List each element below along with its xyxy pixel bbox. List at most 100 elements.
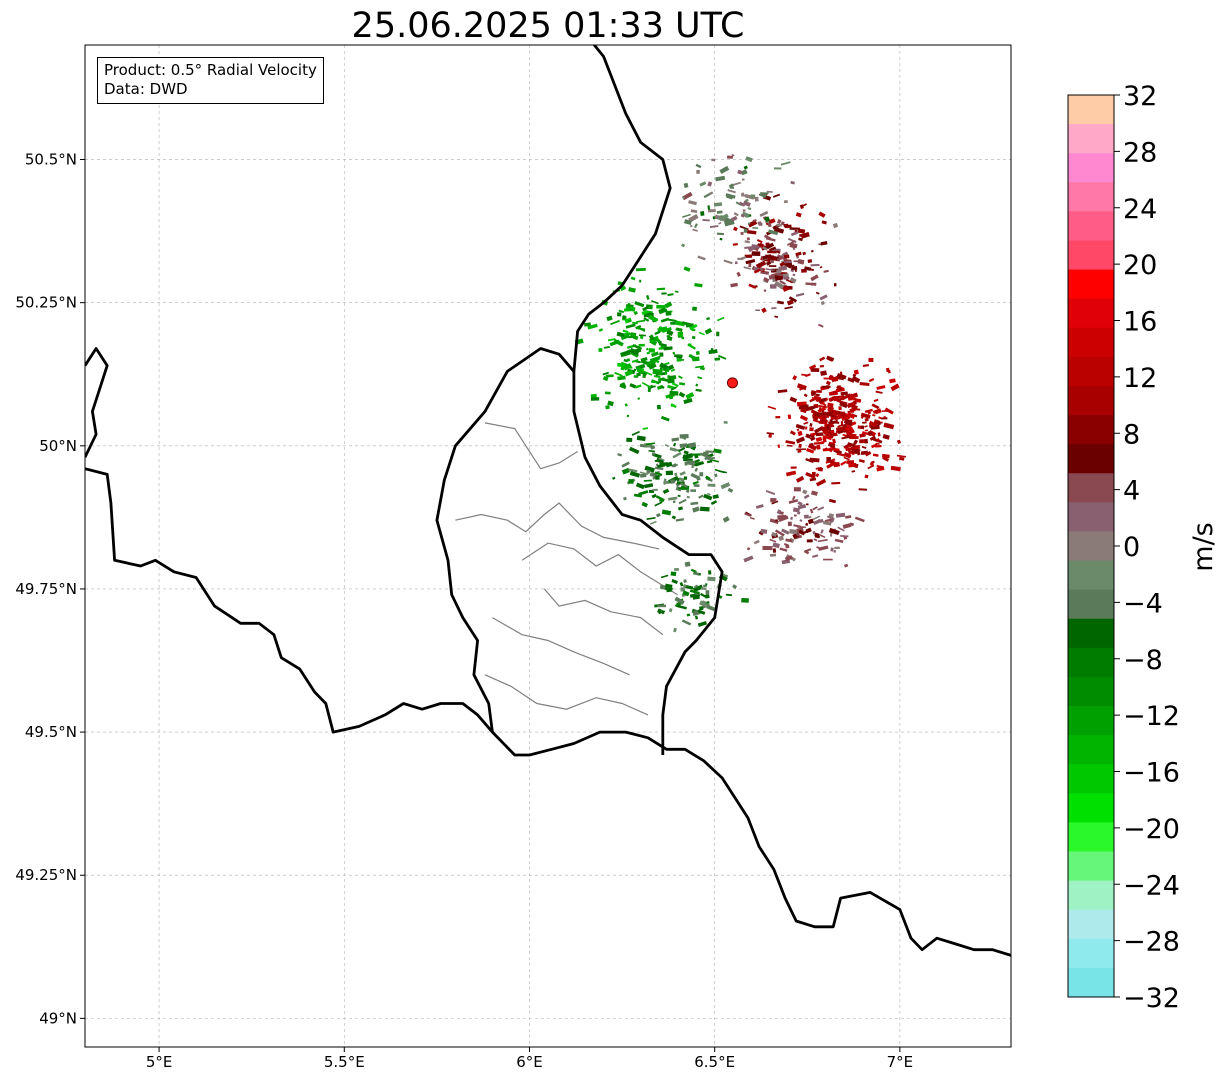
radar-echo-gate bbox=[743, 555, 754, 563]
radar-echo-gate bbox=[628, 478, 634, 484]
radar-echo-gate bbox=[816, 389, 822, 393]
radar-echo-gate bbox=[681, 619, 692, 626]
radar-echo-gate bbox=[692, 481, 699, 485]
radar-echo-gate bbox=[864, 425, 868, 428]
radar-echo-gate bbox=[805, 457, 814, 464]
radar-echo-gate bbox=[896, 454, 906, 458]
radar-echo-gate bbox=[782, 286, 790, 292]
colorbar-tick-label: −8 bbox=[1123, 645, 1163, 676]
radar-echo-gate bbox=[827, 447, 834, 453]
radar-echo-gate bbox=[620, 334, 630, 341]
radar-echo-gate bbox=[821, 426, 828, 431]
radar-echo-gate bbox=[771, 271, 782, 279]
radar-echo-gate bbox=[626, 437, 633, 443]
radar-echo-gate bbox=[807, 405, 816, 411]
radar-echo-gate bbox=[823, 558, 833, 561]
radar-echo-gate bbox=[725, 193, 736, 199]
radar-echo-gate bbox=[806, 503, 809, 506]
radar-echo-gate bbox=[829, 447, 840, 452]
radar-echo-gate bbox=[776, 223, 782, 227]
radar-echo-gate bbox=[664, 444, 669, 448]
radar-echo-gate bbox=[656, 304, 666, 309]
radar-echo-gate bbox=[896, 439, 902, 445]
radar-echo-gate bbox=[877, 432, 881, 437]
radar-echo-gate bbox=[871, 443, 878, 449]
colorbar-segment bbox=[1068, 444, 1114, 474]
y-tick-label: 49°N bbox=[39, 1009, 77, 1027]
radar-echo-gate bbox=[785, 440, 796, 445]
radar-echo-gate bbox=[641, 310, 648, 315]
radar-echo-gate bbox=[745, 259, 756, 265]
radar-echo-gate bbox=[667, 293, 674, 297]
radar-echo-gate bbox=[629, 471, 641, 478]
radar-echo-gate bbox=[617, 453, 623, 457]
radar-echo-gate bbox=[655, 475, 660, 480]
product-line: Product: 0.5° Radial Velocity bbox=[104, 61, 317, 79]
radar-echo-gate bbox=[629, 383, 637, 389]
radar-echo-gate bbox=[651, 300, 659, 305]
radar-echo-gate bbox=[819, 518, 824, 523]
radar-echo-gate bbox=[805, 433, 812, 439]
radar-echo-gate bbox=[862, 421, 867, 424]
radar-echo-gate bbox=[831, 481, 841, 485]
radar-echo-gate bbox=[602, 376, 609, 382]
radar-echo-gate bbox=[775, 416, 781, 419]
map-frame bbox=[84, 44, 1012, 1048]
radar-echo-gate bbox=[681, 243, 686, 248]
radar-echo-gate bbox=[898, 456, 905, 461]
radar-echo-gate bbox=[823, 377, 830, 380]
radar-echo-gate bbox=[639, 279, 642, 283]
radar-echo-gate bbox=[868, 378, 875, 383]
radar-echo-gate bbox=[736, 271, 741, 277]
map-title: 25.06.2025 01:33 UTC bbox=[351, 6, 745, 46]
radar-echo-gate bbox=[684, 461, 688, 466]
radar-echo-gate bbox=[598, 348, 603, 352]
radar-echo-gate bbox=[742, 209, 746, 212]
colorbar-segment bbox=[1068, 95, 1114, 125]
radar-echo-gate bbox=[808, 515, 812, 519]
radar-echo-gate bbox=[786, 240, 796, 246]
radar-echo-gate bbox=[699, 600, 709, 608]
radar-echo-gate bbox=[826, 405, 831, 409]
radar-echo-gate bbox=[598, 328, 604, 332]
radar-echo-gate bbox=[684, 561, 691, 567]
radar-echo-gate bbox=[689, 323, 698, 331]
radar-echo-gate bbox=[755, 309, 761, 312]
radar-echo-gate bbox=[791, 265, 798, 271]
radar-echo-gate bbox=[870, 424, 880, 430]
radar-echo-gate bbox=[823, 269, 829, 273]
radar-echo-gate bbox=[777, 444, 780, 448]
radar-echo-gate bbox=[683, 398, 693, 405]
radar-echo-gate bbox=[660, 415, 670, 422]
radar-echo-gate bbox=[630, 332, 637, 338]
radar-echo-gate bbox=[767, 405, 777, 410]
radar-echo-gate bbox=[746, 230, 757, 235]
colorbar-segment bbox=[1068, 938, 1114, 969]
radar-echo-gate bbox=[741, 178, 745, 181]
radar-echo-gate bbox=[751, 251, 761, 257]
radar-echo-gate bbox=[834, 546, 840, 550]
radar-echo-gate bbox=[669, 390, 679, 396]
radar-echo-gate bbox=[718, 221, 722, 225]
radar-echo-gate bbox=[774, 280, 785, 290]
radar-echo-gate bbox=[837, 395, 848, 402]
radar-echo-gate bbox=[768, 229, 779, 236]
radar-echo-gate bbox=[796, 448, 806, 451]
radar-echo-gate bbox=[661, 509, 672, 516]
radar-echo-gate bbox=[773, 167, 782, 170]
radar-echo-gate bbox=[835, 430, 839, 433]
colorbar-tick-label: 4 bbox=[1123, 476, 1140, 507]
radar-echo-gate bbox=[675, 518, 685, 522]
radar-echo-gate bbox=[803, 393, 808, 398]
radar-echo-gate bbox=[714, 468, 725, 474]
radar-echo-gate bbox=[668, 375, 677, 380]
radar-echo-gate bbox=[716, 331, 720, 337]
y-tick-label: 50.25°N bbox=[15, 294, 77, 312]
colorbar-segment bbox=[1068, 851, 1114, 882]
velocity-colorbar: 32 28 24 20 16 12 8 4 0 −4 −8 −12 −16 −20 −24 −28 −32 bbox=[1067, 81, 1180, 1014]
radar-echo-gate bbox=[768, 433, 772, 438]
radar-echo-gate bbox=[803, 421, 809, 425]
radar-echo-gate bbox=[890, 383, 900, 392]
colorbar-segment bbox=[1068, 967, 1114, 998]
radar-echo-gate bbox=[861, 445, 867, 449]
